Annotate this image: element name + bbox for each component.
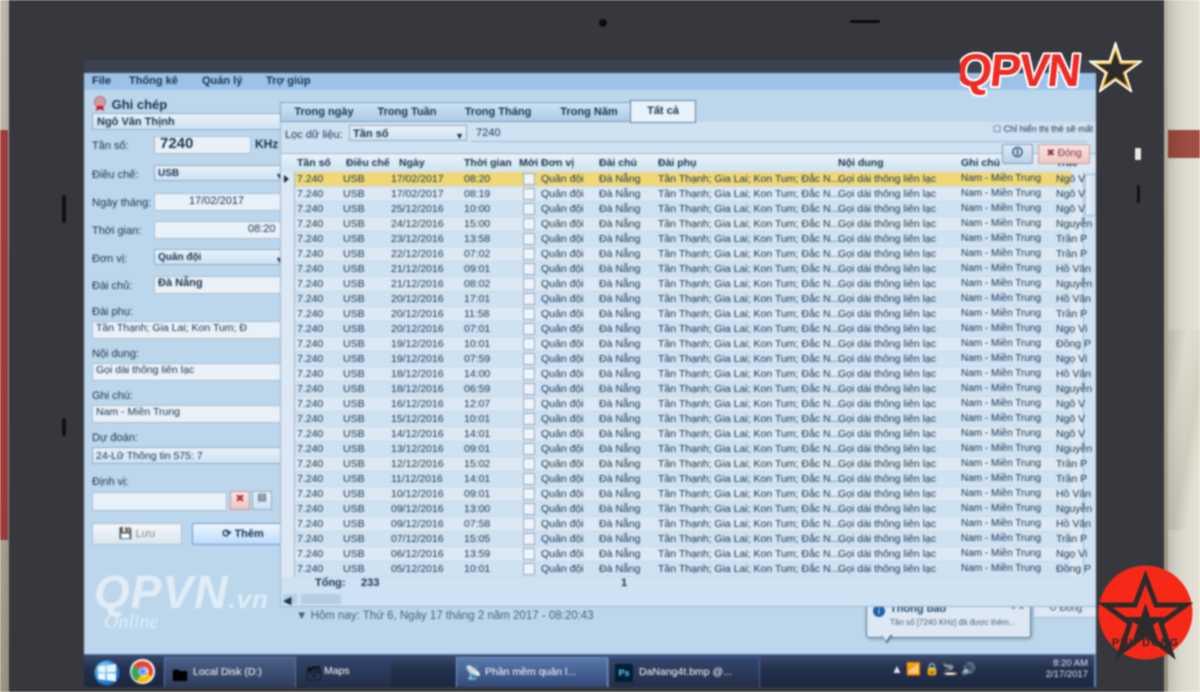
svg-text:QPVN: QPVN — [960, 44, 1082, 96]
svg-text:PHU DONG: PHU DONG — [1112, 637, 1179, 649]
